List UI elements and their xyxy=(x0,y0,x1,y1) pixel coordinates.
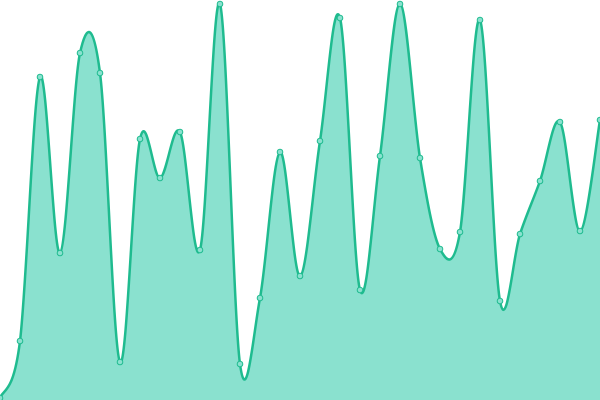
data-point xyxy=(156,174,164,182)
data-point xyxy=(376,152,384,160)
data-point xyxy=(0,394,4,400)
data-point xyxy=(116,358,124,366)
data-point xyxy=(396,0,404,8)
data-point xyxy=(556,118,564,126)
data-point xyxy=(456,228,464,236)
data-point xyxy=(516,230,524,238)
data-point xyxy=(196,246,204,254)
data-point xyxy=(216,0,224,8)
data-point xyxy=(256,294,264,302)
data-point xyxy=(536,177,544,185)
data-point xyxy=(56,249,64,257)
data-point xyxy=(476,16,484,24)
data-point xyxy=(316,137,324,145)
data-point xyxy=(16,337,24,345)
data-point xyxy=(236,360,244,368)
data-point xyxy=(76,49,84,57)
data-point xyxy=(496,297,504,305)
data-point xyxy=(36,73,44,81)
data-point xyxy=(336,14,344,22)
data-point xyxy=(296,272,304,280)
data-point xyxy=(276,148,284,156)
data-point xyxy=(136,135,144,143)
data-point xyxy=(356,286,364,294)
data-point xyxy=(416,154,424,162)
data-point xyxy=(576,227,584,235)
data-point xyxy=(176,128,184,136)
data-point xyxy=(596,116,600,124)
data-point xyxy=(96,69,104,77)
data-point xyxy=(436,245,444,253)
